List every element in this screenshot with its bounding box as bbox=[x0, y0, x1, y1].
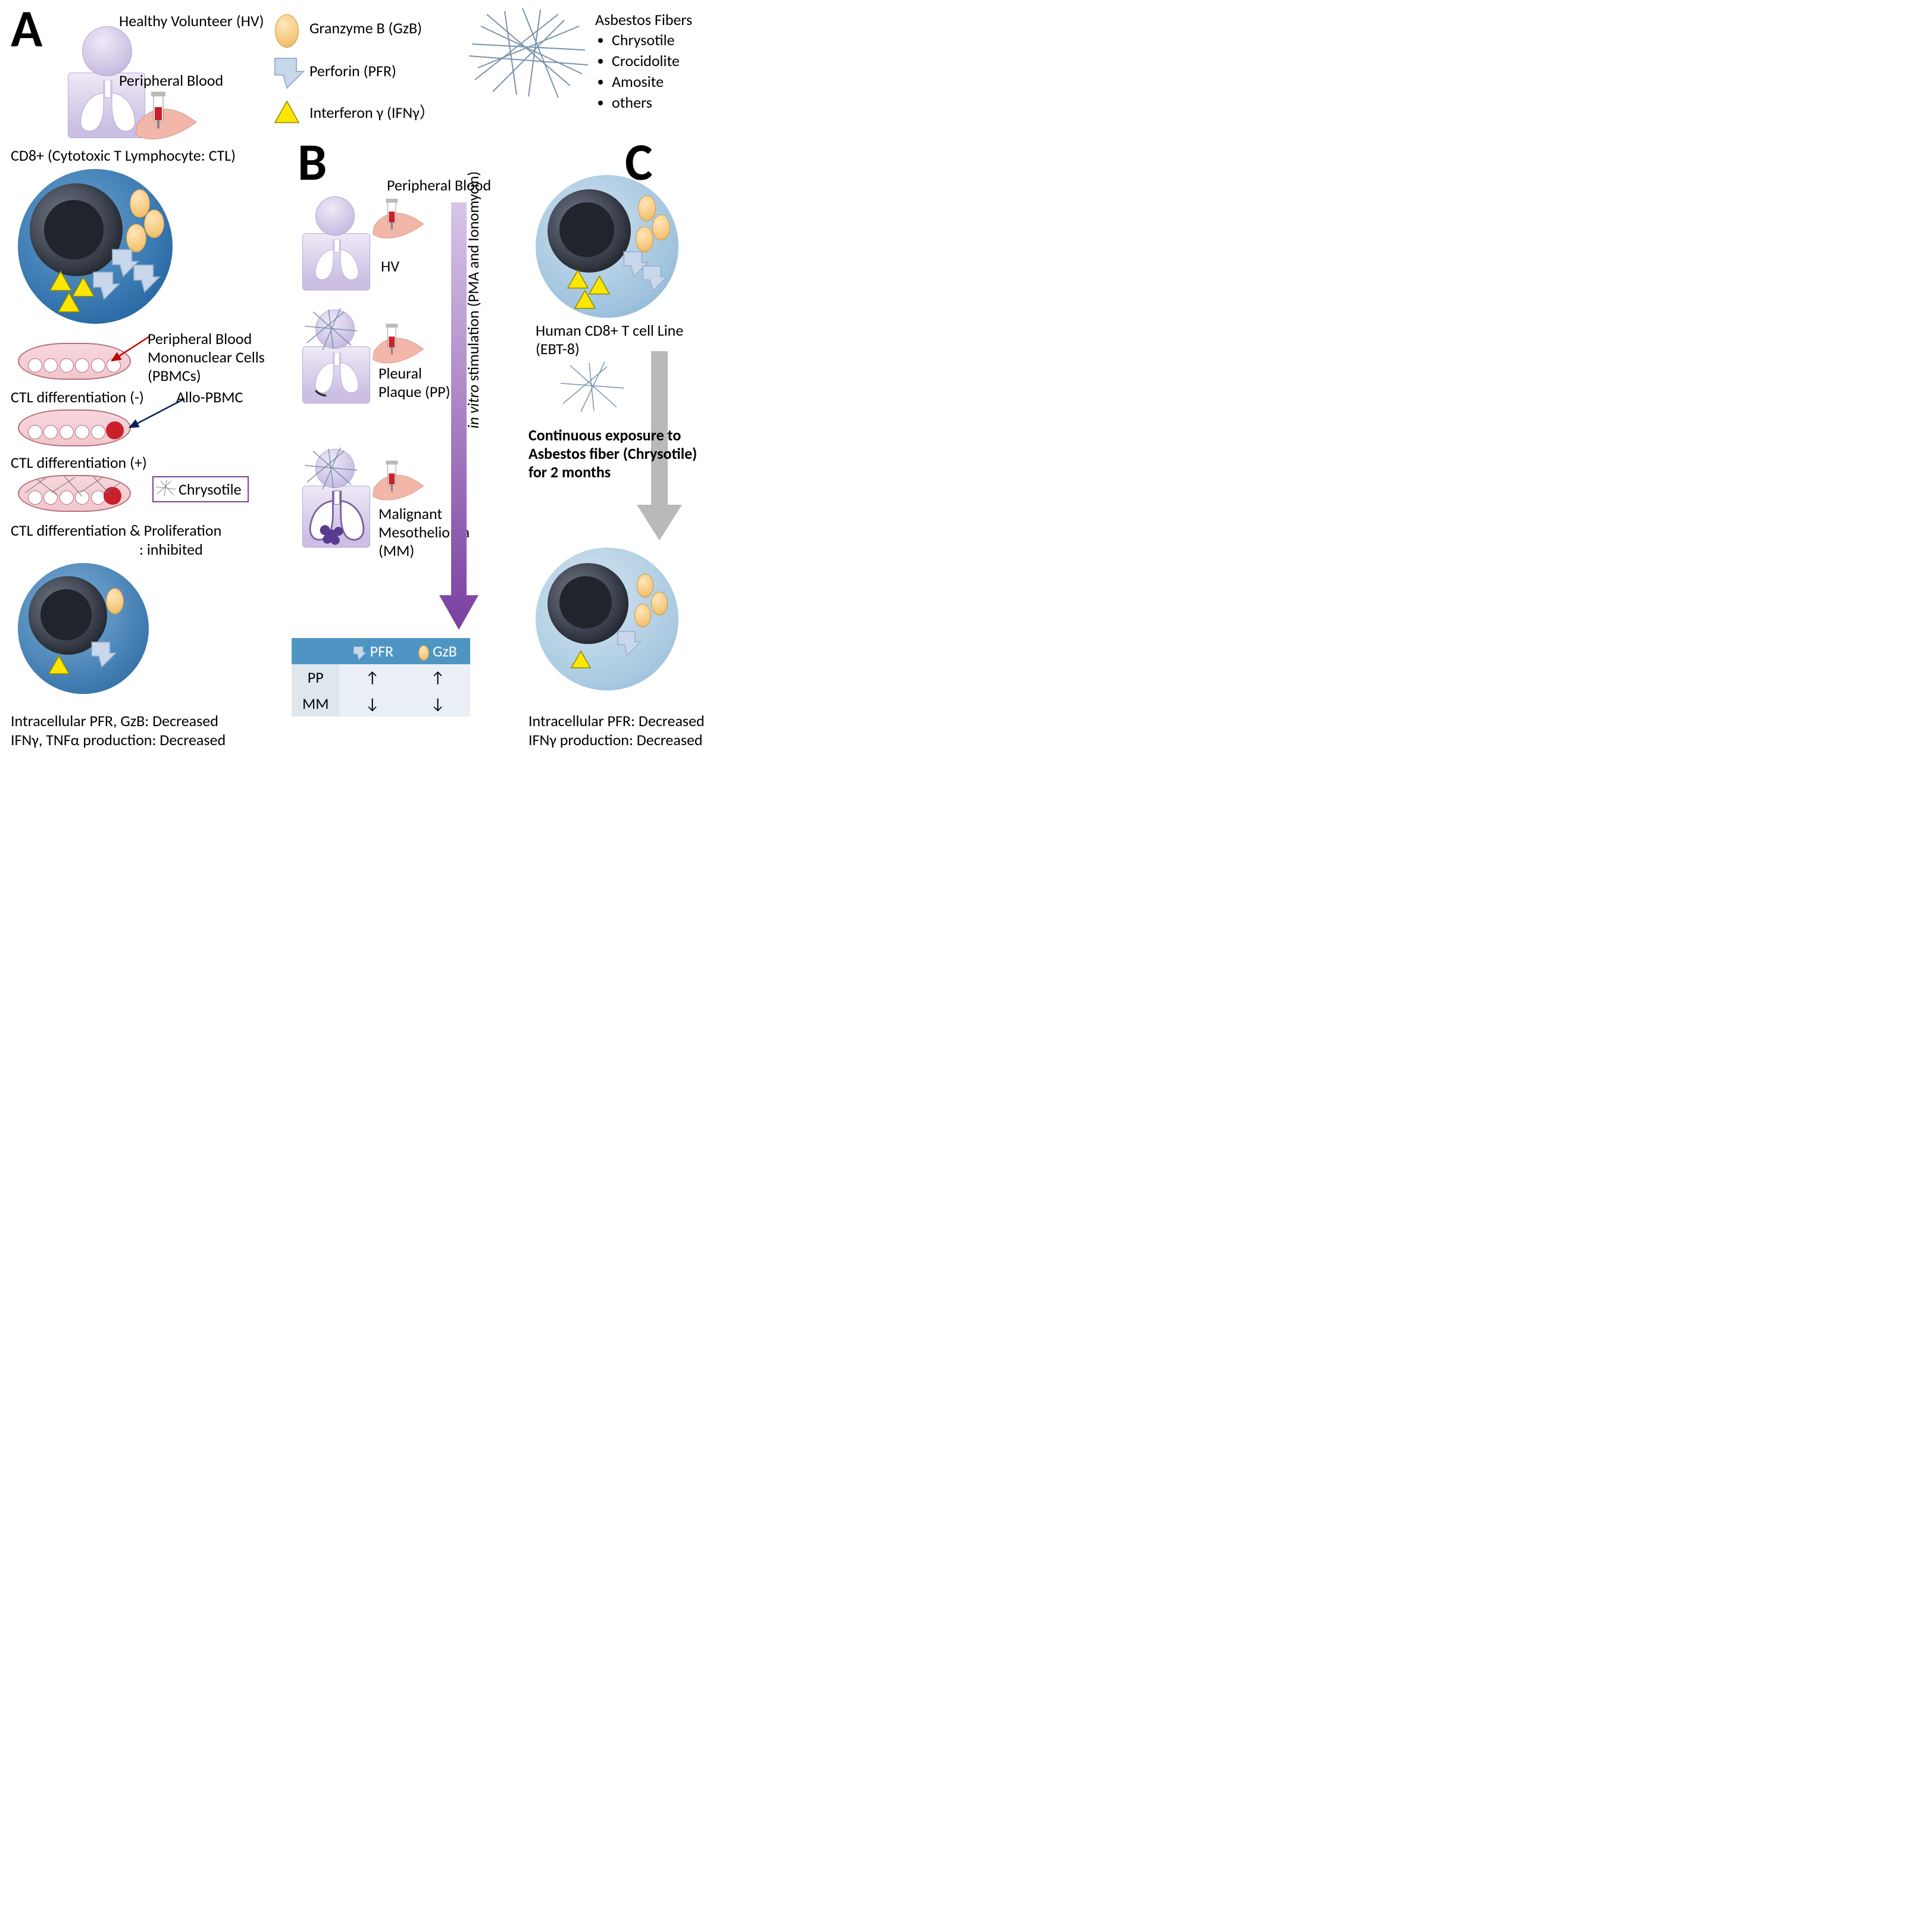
person-pp-icon bbox=[298, 310, 375, 405]
label-allo: Allo-PBMC bbox=[176, 388, 243, 407]
label-c-result1: Intracellular PFR: Decreased bbox=[528, 712, 705, 730]
label-chrysotile: Chrysotile bbox=[179, 480, 242, 499]
label-ebt8-line: Human CD8+ T cell Line (EBT-8) bbox=[536, 321, 714, 358]
ctl-cell-reduced-icon bbox=[18, 563, 149, 694]
ifn-icon bbox=[274, 100, 300, 127]
results-table: PFR GzB PP↑↑ MM↓↓ bbox=[292, 638, 470, 717]
table-row: MM↓↓ bbox=[292, 690, 470, 717]
panel-letter-b: B bbox=[298, 130, 327, 194]
asbestos-item: Amosite bbox=[612, 71, 680, 92]
label-c-result2: IFNγ production: Decreased bbox=[528, 731, 703, 749]
fibers-small-icon bbox=[559, 362, 625, 412]
person-hv-icon bbox=[298, 196, 375, 292]
label-inhibited1: CTL differentiation & Proliferation bbox=[11, 521, 221, 540]
label-hv: Healthy Volunteer (HV) bbox=[119, 12, 274, 30]
label-inhibited2: : inhibited bbox=[139, 540, 203, 559]
chrysotile-mini-icon bbox=[156, 480, 176, 496]
label-a-result1: Intracellular PFR, GzB: Decreased bbox=[11, 712, 218, 730]
panel-letter-a: A bbox=[11, 0, 42, 61]
asbestos-item: Crocidolite bbox=[612, 51, 680, 71]
person-mm-icon bbox=[298, 449, 375, 549]
label-asbestos-title: Asbestos Fibers bbox=[595, 11, 692, 29]
ebt8-cell-before-icon bbox=[536, 175, 678, 318]
asbestos-item: Chrysotile bbox=[612, 30, 680, 51]
label-gzb: Granzyme B (GzB) bbox=[309, 19, 422, 37]
label-a-result2: IFNγ, TNFα production: Decreased bbox=[11, 731, 226, 749]
blood-draw-icon-b1 bbox=[369, 196, 428, 242]
label-stim-prefix: in vitro bbox=[464, 384, 483, 429]
petri-allo-icon bbox=[18, 409, 131, 446]
label-ifn: Interferon γ (IFNγ） bbox=[309, 104, 435, 122]
blood-draw-icon-a bbox=[131, 89, 202, 143]
table-row: PP↑↑ bbox=[292, 664, 470, 690]
gzb-icon bbox=[275, 14, 299, 48]
label-exposure: Continuous exposure to Asbestos fiber (C… bbox=[528, 426, 719, 482]
th-empty bbox=[292, 638, 339, 664]
label-pbmc: Peripheral Blood Mononuclear Cells (PBMC… bbox=[148, 330, 279, 386]
blood-draw-icon-b2 bbox=[369, 321, 428, 367]
asbestos-item: others bbox=[612, 92, 680, 113]
label-stimulation: in vitro stimulation (PMA and Ionomycin) bbox=[464, 143, 483, 429]
chrysotile-box: Chrysotile bbox=[152, 476, 249, 502]
label-ctl-title: CD8+ (Cytotoxic T Lymphocyte: CTL) bbox=[11, 146, 236, 165]
th-gzb: GzB bbox=[405, 638, 470, 664]
ctl-cell-icon bbox=[18, 169, 173, 324]
label-diff-pos: CTL differentiation (+) bbox=[11, 454, 147, 472]
perforin-icon bbox=[269, 55, 305, 90]
label-stim-rest: stimulation (PMA and Ionomycin) bbox=[464, 171, 483, 385]
label-pfr: Perforin (PFR) bbox=[309, 62, 396, 80]
label-b-hv: HV bbox=[381, 257, 399, 276]
asbestos-list: Chrysotile Crocidolite Amosite others bbox=[595, 30, 680, 113]
label-diff-neg: CTL differentiation (-) bbox=[11, 388, 144, 407]
asbestos-fibers-icon bbox=[469, 8, 588, 98]
ebt8-cell-after-icon bbox=[536, 548, 678, 690]
petri-chrys-icon bbox=[18, 475, 131, 512]
label-peripheral-blood-a: Peripheral Blood bbox=[119, 71, 223, 90]
th-pfr: PFR bbox=[339, 638, 405, 664]
blood-draw-icon-b3 bbox=[369, 458, 428, 504]
